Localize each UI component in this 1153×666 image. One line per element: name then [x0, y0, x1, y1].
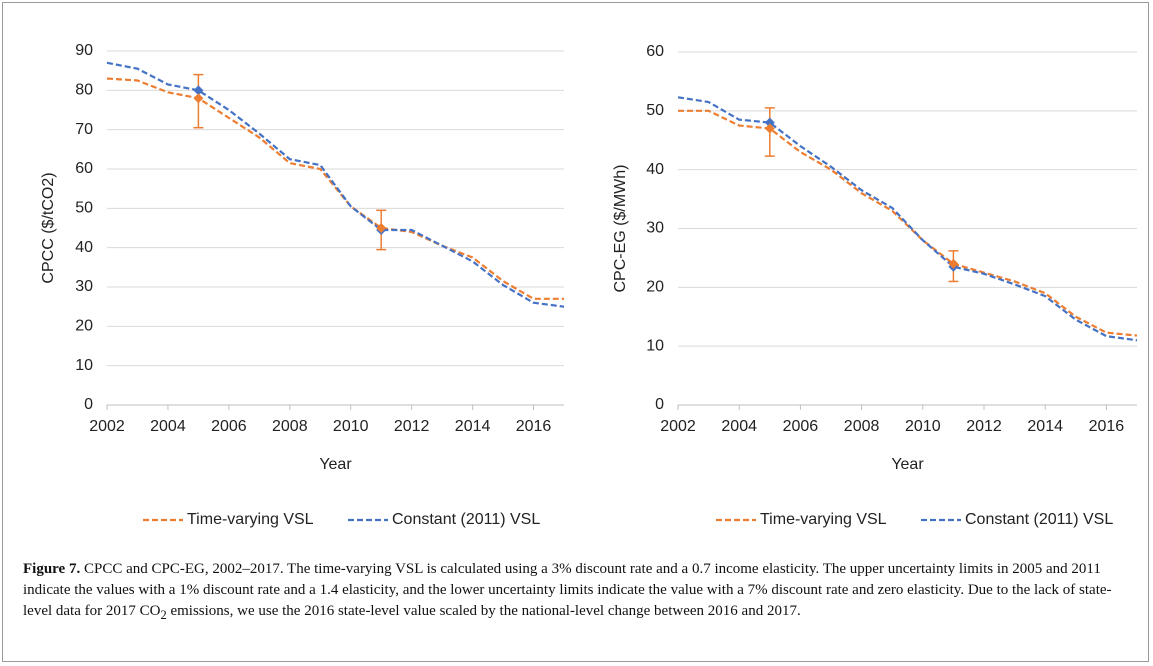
y-tick-label: 30	[75, 278, 93, 295]
x-tick-label: 2014	[455, 418, 491, 435]
series-line	[678, 109, 1138, 337]
caption-label: Figure 7.	[23, 561, 81, 577]
marker	[376, 223, 387, 233]
y-tick-label: 80	[75, 82, 93, 99]
y-tick-label: 10	[75, 357, 93, 374]
legend-label: Constant (2011) VSL	[392, 511, 540, 528]
legend-label: Constant (2011) VSL	[965, 511, 1113, 528]
caption: Figure 7. CPCC and CPC-EG, 2002–2017. Th…	[23, 559, 1133, 626]
caption-text-end: emissions, we use the 2016 state-level v…	[166, 603, 801, 619]
x-tick-label: 2016	[1089, 418, 1125, 435]
caption-subscript: 2	[160, 608, 167, 622]
x-tick-label: 2012	[394, 418, 430, 435]
x-tick-label: 2016	[516, 418, 552, 435]
y-tick-label: 0	[655, 396, 664, 413]
x-tick-label: 2008	[272, 418, 308, 435]
y-axis-title: CPCC ($/tCO2)	[40, 172, 57, 283]
legend-label: Time-varying VSL	[187, 511, 314, 528]
marker	[948, 258, 959, 269]
y-tick-label: 40	[75, 239, 93, 256]
series-line	[106, 61, 565, 308]
y-tick-label: 30	[646, 220, 664, 237]
x-tick-label: 2004	[150, 418, 186, 435]
x-tick-label: 2010	[333, 418, 369, 435]
legend-label: Time-varying VSL	[760, 511, 887, 528]
x-tick-label: 2014	[1027, 418, 1063, 435]
x-tick-label: 2010	[905, 418, 941, 435]
y-tick-label: 20	[646, 279, 664, 296]
x-tick-label: 2004	[721, 418, 757, 435]
y-tick-label: 50	[646, 102, 664, 119]
x-axis-title: Year	[891, 456, 924, 473]
x-axis-title: Year	[319, 456, 352, 473]
y-tick-label: 0	[84, 396, 93, 413]
marker	[764, 117, 775, 128]
y-tick-label: 60	[646, 43, 664, 60]
y-tick-label: 50	[75, 200, 93, 217]
x-tick-label: 2008	[844, 418, 880, 435]
marker	[764, 123, 775, 134]
x-tick-label: 2006	[783, 418, 819, 435]
marker	[193, 85, 204, 96]
y-tick-label: 60	[75, 160, 93, 177]
y-tick-label: 40	[646, 161, 664, 178]
y-tick-label: 70	[75, 121, 93, 138]
x-tick-label: 2002	[660, 418, 696, 435]
y-tick-label: 20	[75, 318, 93, 335]
series-line	[106, 77, 564, 300]
x-tick-label: 2006	[211, 418, 247, 435]
marker	[193, 93, 204, 104]
x-tick-label: 2002	[89, 418, 125, 435]
y-axis-title: CPC-EG ($/MWh)	[612, 165, 629, 293]
caption-text: CPCC and CPC-EG, 2002–2017. The time-var…	[23, 561, 1112, 619]
y-tick-label: 90	[75, 42, 93, 59]
y-tick-label: 10	[646, 337, 664, 354]
x-tick-label: 2012	[966, 418, 1002, 435]
series-line	[677, 96, 1138, 342]
